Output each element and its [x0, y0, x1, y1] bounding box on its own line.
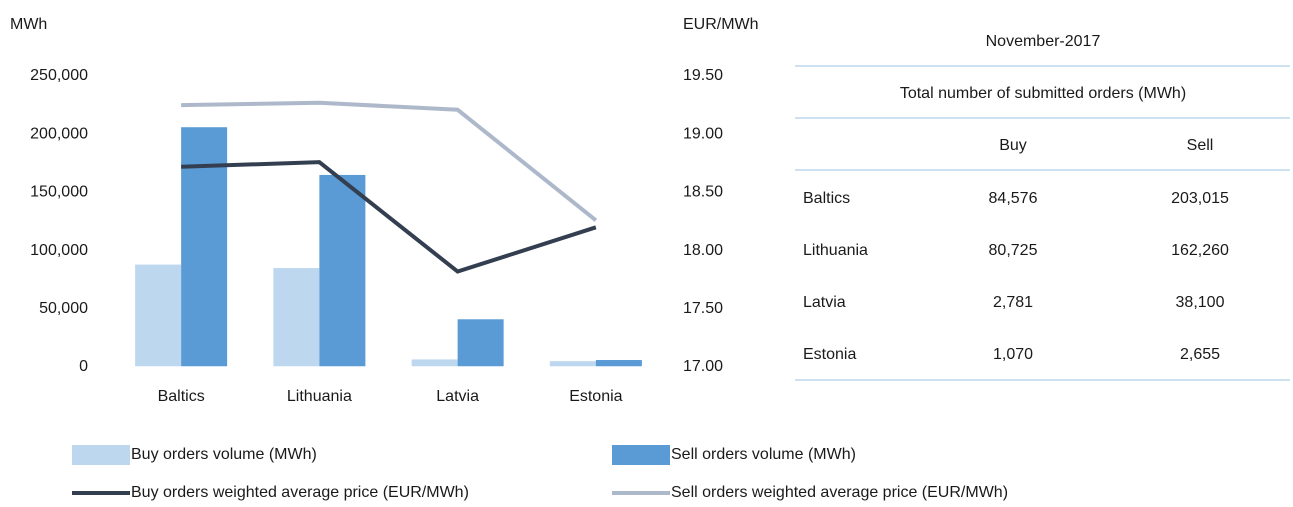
table-cell: 38,100	[1176, 294, 1225, 311]
y-axis-title: MWh	[10, 16, 47, 33]
y2-tick-label: 18.50	[683, 184, 723, 201]
table-title: November-2017	[986, 33, 1101, 50]
table-row-label: Estonia	[803, 346, 856, 363]
legend-label: Sell orders volume (MWh)	[671, 446, 856, 463]
y2-tick-label: 19.50	[683, 67, 723, 84]
legend-label: Sell orders weighted average price (EUR/…	[671, 484, 1008, 501]
bar	[273, 268, 320, 367]
table-cell: 84,576	[989, 190, 1038, 207]
legend-label: Buy orders volume (MWh)	[131, 446, 317, 463]
legend-label: Buy orders weighted average price (EUR/M…	[131, 484, 469, 501]
table-header: Sell	[1187, 137, 1214, 154]
table-header: Buy	[999, 137, 1027, 154]
bar	[595, 360, 642, 367]
table-row-label: Baltics	[803, 190, 850, 207]
y2-tick-label: 17.50	[683, 300, 723, 317]
y-tick-label: 100,000	[30, 242, 88, 259]
y-tick-label: 50,000	[39, 300, 88, 317]
table-cell: 203,015	[1171, 190, 1229, 207]
table-row-label: Latvia	[803, 294, 846, 311]
bar	[181, 127, 228, 367]
legend-swatch	[72, 445, 130, 465]
x-tick-label: Lithuania	[287, 388, 352, 405]
x-tick-label: Latvia	[436, 388, 479, 405]
bar	[457, 319, 504, 367]
y-tick-label: 250,000	[30, 67, 88, 84]
line-series	[181, 160, 597, 274]
y2-tick-label: 19.00	[683, 125, 723, 142]
bar	[549, 361, 596, 367]
table-cell: 2,781	[993, 294, 1033, 311]
x-tick-label: Baltics	[158, 388, 205, 405]
y-tick-label: 150,000	[30, 184, 88, 201]
table-subtitle: Total number of submitted orders (MWh)	[900, 85, 1186, 102]
table-cell: 2,655	[1180, 346, 1220, 363]
legend-swatch	[612, 445, 670, 465]
y2-tick-label: 17.00	[683, 358, 723, 375]
table-cell: 162,260	[1171, 242, 1229, 259]
table-cell: 1,070	[993, 346, 1033, 363]
x-tick-label: Estonia	[569, 388, 622, 405]
table-cell: 80,725	[989, 242, 1038, 259]
bar	[135, 264, 182, 367]
y-tick-label: 0	[79, 358, 88, 375]
y-tick-label: 200,000	[30, 125, 88, 142]
y2-tick-label: 18.00	[683, 242, 723, 259]
line-series	[181, 100, 598, 222]
bar	[411, 359, 458, 367]
bar	[319, 174, 366, 367]
table-row-label: Lithuania	[803, 242, 868, 259]
y2-axis-title: EUR/MWh	[683, 16, 759, 33]
